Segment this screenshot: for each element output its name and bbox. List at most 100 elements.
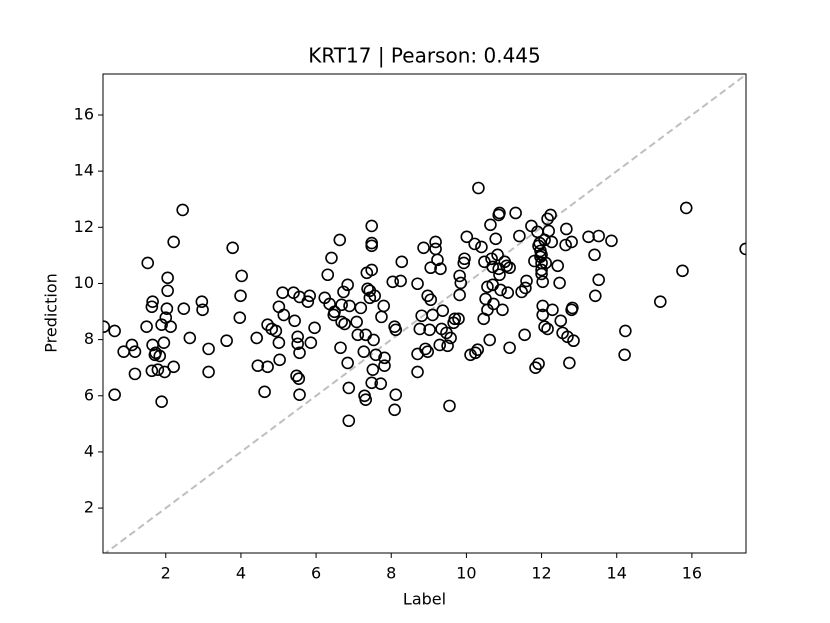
point [167, 235, 180, 249]
point [460, 230, 474, 244]
x-tick-label: 14 [607, 564, 627, 583]
point [103, 320, 111, 333]
point [293, 388, 306, 401]
point [128, 367, 142, 381]
point [361, 282, 374, 296]
point [429, 235, 442, 249]
point [588, 248, 601, 262]
point [444, 331, 457, 345]
point [273, 353, 286, 367]
point [546, 303, 559, 317]
point [453, 288, 466, 302]
point [503, 261, 516, 275]
point [196, 303, 209, 317]
point [328, 305, 341, 319]
point [542, 224, 556, 238]
point [487, 297, 500, 311]
point [161, 271, 174, 285]
point [421, 345, 434, 358]
point [431, 253, 444, 267]
point [141, 256, 155, 270]
point [605, 234, 618, 248]
point [441, 339, 454, 353]
point [354, 301, 368, 315]
point [153, 349, 167, 363]
point [357, 345, 371, 358]
point [202, 365, 215, 379]
point [529, 361, 542, 374]
point [433, 338, 447, 352]
point [496, 303, 509, 317]
point [424, 261, 438, 275]
point [452, 312, 465, 326]
point [394, 274, 407, 288]
point [335, 315, 348, 329]
point [386, 275, 400, 289]
point [389, 388, 403, 401]
point [291, 337, 304, 351]
point [413, 322, 427, 336]
point [155, 395, 168, 408]
chart-title: KRT17 | Pearson: 0.445 [308, 44, 541, 68]
point [532, 357, 545, 371]
point [258, 385, 271, 399]
point [167, 360, 180, 374]
point [338, 317, 351, 331]
point [269, 324, 283, 338]
point [368, 289, 382, 303]
point [491, 248, 504, 262]
point [341, 356, 354, 370]
point [560, 222, 573, 236]
point [202, 342, 215, 356]
point [436, 304, 450, 317]
y-tick-label: 12 [74, 217, 94, 236]
point [276, 286, 289, 300]
point [272, 300, 286, 314]
point [291, 330, 304, 344]
point [448, 312, 462, 326]
point [472, 181, 485, 195]
point [417, 241, 430, 255]
point [148, 348, 162, 362]
point [421, 289, 434, 303]
point [250, 331, 264, 345]
point [125, 338, 139, 352]
point [195, 295, 209, 309]
point [563, 356, 576, 370]
point [551, 259, 565, 273]
point [365, 263, 378, 277]
point [145, 364, 159, 378]
point [140, 320, 153, 333]
point [535, 263, 548, 277]
point [389, 323, 403, 337]
point [434, 262, 447, 276]
point [388, 403, 401, 417]
point [303, 289, 316, 303]
point [468, 237, 481, 251]
point [325, 251, 338, 265]
y-tick-label: 6 [84, 385, 94, 404]
point [471, 343, 484, 357]
point [545, 235, 559, 249]
x-tick-label: 12 [531, 564, 551, 583]
point [343, 299, 356, 313]
point [234, 289, 247, 303]
y-tick-label: 8 [84, 329, 94, 348]
point [538, 320, 551, 333]
point [501, 286, 515, 300]
point [429, 242, 442, 256]
point [233, 311, 247, 325]
point [351, 328, 365, 342]
point [481, 280, 494, 294]
point [479, 292, 492, 306]
x-tick-label: 6 [311, 564, 321, 583]
point [272, 336, 286, 350]
point [541, 212, 554, 226]
point [565, 235, 578, 249]
point [293, 346, 306, 360]
point [108, 324, 121, 338]
point [519, 281, 532, 295]
point [493, 206, 506, 220]
point [177, 302, 191, 316]
point [366, 363, 380, 376]
